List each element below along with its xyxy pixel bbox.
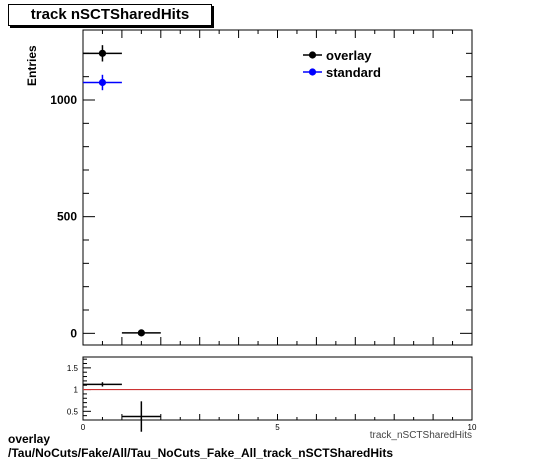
y-tick-label: 0 (70, 326, 77, 340)
footer-line-1: overlay (8, 432, 51, 446)
ratio-y-tick-label: 1 (74, 386, 79, 395)
data-point (98, 49, 107, 57)
ratio-plot-marks (83, 382, 472, 432)
y-tick-label: 500 (57, 210, 77, 224)
data-point (137, 329, 145, 337)
legend: overlay standard (303, 48, 381, 80)
footer-line-2: /Tau/NoCuts/Fake/All/Tau_NoCuts_Fake_All… (8, 446, 393, 460)
legend-label: standard (326, 65, 381, 80)
data-point (98, 78, 107, 87)
x-tick-label: 5 (275, 423, 280, 432)
x-tick-label: 10 (468, 423, 477, 432)
legend-marker (308, 68, 317, 76)
main-axes: 0 500 1000 (50, 30, 473, 345)
ratio-y-tick-label: 0.5 (67, 407, 79, 416)
main-frame-rect (82, 29, 473, 346)
x-tick-label: 0 (81, 423, 86, 432)
y-axis-label: Entries (25, 45, 39, 86)
ratio-axes: 0 5 10 0.5 1 1.5 (67, 358, 477, 432)
chart-title: track nSCTSharedHits (8, 4, 212, 26)
legend-marker (308, 51, 317, 59)
main-plot-marks (83, 45, 161, 337)
ratio-y-tick-label: 1.5 (67, 364, 79, 373)
y-tick-label: 1000 (50, 93, 77, 107)
x-axis-label: track_nSCTSharedHits (370, 430, 472, 441)
legend-label: overlay (326, 48, 372, 63)
main-plot-frame (82, 29, 473, 346)
